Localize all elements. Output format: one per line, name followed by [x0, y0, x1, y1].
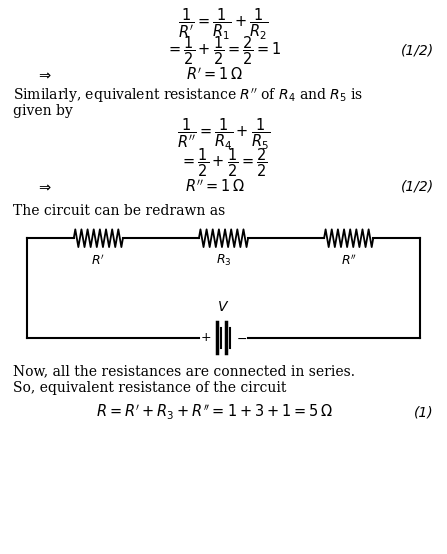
Text: $-$: $-$ — [236, 331, 247, 345]
Text: $\dfrac{1}{R''} = \dfrac{1}{R_4} + \dfrac{1}{R_5}$: $\dfrac{1}{R''} = \dfrac{1}{R_4} + \dfra… — [177, 117, 270, 152]
Text: given by: given by — [13, 104, 73, 118]
Text: $\Rightarrow$: $\Rightarrow$ — [36, 67, 52, 81]
Text: $R'' = 1\,\Omega$: $R'' = 1\,\Omega$ — [185, 178, 245, 195]
Text: $R'$: $R'$ — [92, 253, 105, 268]
Text: $\dfrac{1}{R'} = \dfrac{1}{R_1} + \dfrac{1}{R_2}$: $\dfrac{1}{R'} = \dfrac{1}{R_1} + \dfrac… — [178, 7, 269, 42]
Text: $R' = 1\,\Omega$: $R' = 1\,\Omega$ — [186, 66, 243, 83]
Text: (1): (1) — [414, 406, 434, 420]
Text: The circuit can be redrawn as: The circuit can be redrawn as — [13, 203, 226, 218]
Text: (1/2): (1/2) — [401, 44, 434, 58]
Text: $R''$: $R''$ — [341, 253, 357, 268]
Text: $R = R' + R_3 + R'' = 1 + 3 + 1 = 5\,\Omega$: $R = R' + R_3 + R'' = 1 + 3 + 1 = 5\,\Om… — [96, 403, 333, 422]
Text: $+$: $+$ — [200, 331, 211, 345]
Text: $R_3$: $R_3$ — [216, 253, 231, 268]
Text: (1/2): (1/2) — [401, 179, 434, 194]
Text: $\Rightarrow$: $\Rightarrow$ — [36, 179, 52, 194]
Text: $V$: $V$ — [217, 300, 230, 315]
Text: $= \dfrac{1}{2} + \dfrac{1}{2} = \dfrac{2}{2} = 1$: $= \dfrac{1}{2} + \dfrac{1}{2} = \dfrac{… — [166, 35, 281, 67]
Text: $= \dfrac{1}{2} + \dfrac{1}{2} = \dfrac{2}{2}$: $= \dfrac{1}{2} + \dfrac{1}{2} = \dfrac{… — [180, 147, 267, 179]
Text: Now, all the resistances are connected in series.: Now, all the resistances are connected i… — [13, 364, 355, 378]
Text: Similarly, equivalent resistance $R''$ of $R_4$ and $R_5$ is: Similarly, equivalent resistance $R''$ o… — [13, 88, 363, 105]
Text: So, equivalent resistance of the circuit: So, equivalent resistance of the circuit — [13, 381, 287, 395]
